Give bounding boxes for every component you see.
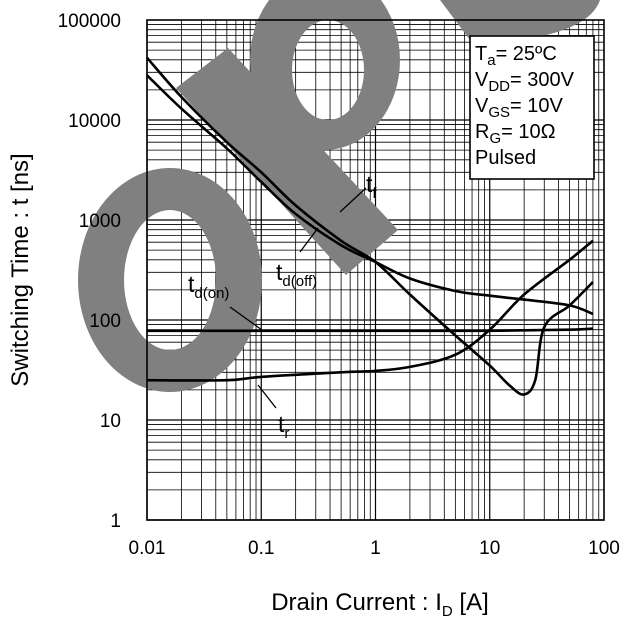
curves xyxy=(146,56,594,396)
series-line-tf xyxy=(146,56,594,396)
label-td-off: td(off) xyxy=(276,259,317,290)
watermark xyxy=(78,0,600,392)
y-tick-label: 10 xyxy=(100,411,121,432)
x-tick-label: 0.1 xyxy=(248,538,274,559)
condition-line: VGS= 10V xyxy=(475,95,564,121)
y-tick-label: 100 xyxy=(89,311,121,332)
condition-line: VDD= 300V xyxy=(475,69,575,95)
tick-labels: 0.01 0.1 1 10 100 1 10 100 1000 10000 100000 xyxy=(58,11,620,559)
y-tick-label: 100000 xyxy=(58,11,121,32)
x-tick-label: 1 xyxy=(370,538,381,559)
condition-line: RG= 10Ω xyxy=(475,121,556,147)
label-td-on: td(on) xyxy=(188,271,229,302)
condition-line: Pulsed xyxy=(475,147,536,169)
series-line-td(on) xyxy=(147,327,593,333)
y-axis-title: Switching Time : t [ns] xyxy=(7,153,34,386)
label-tr: tr xyxy=(278,411,289,442)
y-tick-label: 10000 xyxy=(68,111,121,132)
x-tick-label: 0.01 xyxy=(129,538,166,559)
x-tick-label: 100 xyxy=(588,538,620,559)
series-labels: tf td(off) td(on) tr xyxy=(188,171,377,442)
series-line-td(off) xyxy=(146,74,594,316)
series-line-tr xyxy=(146,239,594,382)
x-tick-label: 10 xyxy=(479,538,500,559)
plot-frame xyxy=(146,19,605,521)
y-tick-label: 1000 xyxy=(79,211,121,232)
x-axis-title: Drain Current : ID [A] xyxy=(271,589,489,619)
condition-line: Ta= 25ºC xyxy=(475,43,557,69)
y-tick-label: 1 xyxy=(110,511,121,532)
label-tf: tf xyxy=(366,171,377,202)
